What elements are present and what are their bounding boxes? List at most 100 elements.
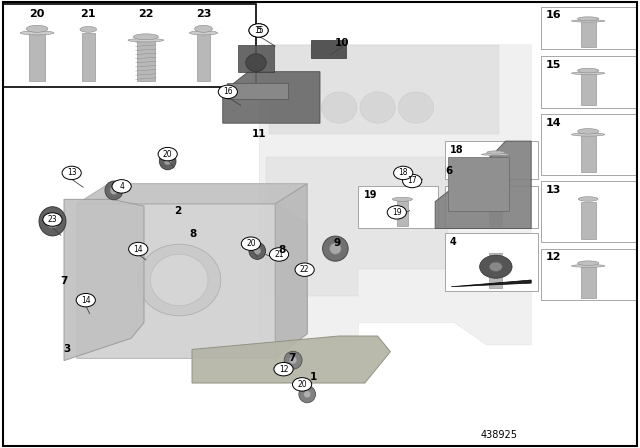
Circle shape: [76, 293, 95, 307]
Text: 6: 6: [445, 166, 453, 176]
FancyBboxPatch shape: [541, 114, 636, 175]
Text: 15: 15: [253, 26, 264, 35]
Text: 9: 9: [333, 238, 341, 248]
Text: 20: 20: [163, 150, 173, 159]
Ellipse shape: [138, 244, 221, 316]
Circle shape: [269, 248, 289, 261]
Ellipse shape: [481, 154, 510, 155]
Circle shape: [43, 213, 62, 226]
Circle shape: [387, 206, 406, 219]
Bar: [580, 266, 596, 297]
Circle shape: [295, 263, 314, 276]
Ellipse shape: [128, 39, 164, 42]
Text: 11: 11: [252, 129, 266, 139]
Text: 10: 10: [335, 38, 349, 48]
Ellipse shape: [323, 236, 348, 261]
Ellipse shape: [579, 197, 598, 201]
Text: 12: 12: [546, 252, 561, 262]
Text: 7: 7: [60, 276, 68, 286]
Ellipse shape: [39, 207, 66, 236]
Ellipse shape: [577, 17, 599, 21]
Text: 19: 19: [364, 190, 377, 199]
FancyBboxPatch shape: [445, 186, 538, 228]
Polygon shape: [77, 184, 307, 204]
Ellipse shape: [299, 386, 316, 403]
Circle shape: [112, 180, 131, 193]
Ellipse shape: [133, 34, 159, 40]
Text: 20: 20: [29, 9, 45, 19]
Bar: [397, 201, 408, 226]
Text: 16: 16: [223, 87, 233, 96]
FancyBboxPatch shape: [541, 56, 636, 108]
Text: 20: 20: [297, 380, 307, 389]
Ellipse shape: [110, 186, 118, 194]
Text: 23: 23: [196, 9, 211, 19]
Circle shape: [403, 174, 422, 188]
Circle shape: [249, 24, 268, 37]
Bar: [227, 83, 288, 99]
Ellipse shape: [159, 153, 176, 170]
Circle shape: [394, 166, 413, 180]
Bar: [448, 157, 509, 211]
Text: 18: 18: [450, 145, 463, 155]
Bar: [490, 201, 502, 226]
Text: 1: 1: [310, 372, 317, 382]
Text: 21: 21: [81, 9, 96, 19]
Text: 15: 15: [546, 60, 561, 69]
FancyBboxPatch shape: [445, 141, 538, 179]
Ellipse shape: [80, 26, 97, 32]
Text: 4: 4: [119, 182, 124, 191]
Bar: [197, 33, 210, 81]
Ellipse shape: [330, 243, 341, 254]
Polygon shape: [275, 184, 307, 358]
Bar: [137, 40, 155, 81]
Text: 20: 20: [246, 239, 256, 248]
Text: 21: 21: [275, 250, 284, 259]
Text: 2: 2: [174, 206, 182, 215]
Text: 17: 17: [450, 190, 463, 199]
Ellipse shape: [572, 265, 605, 267]
Ellipse shape: [289, 357, 297, 364]
Text: 4: 4: [450, 237, 457, 246]
Ellipse shape: [360, 92, 396, 123]
Ellipse shape: [398, 92, 434, 123]
Bar: [580, 21, 596, 47]
Ellipse shape: [20, 31, 54, 35]
Ellipse shape: [189, 31, 218, 35]
Bar: [580, 202, 596, 239]
Ellipse shape: [488, 197, 504, 200]
Ellipse shape: [304, 391, 311, 398]
Polygon shape: [435, 141, 531, 228]
Text: 13: 13: [546, 185, 561, 195]
Ellipse shape: [572, 20, 605, 22]
Ellipse shape: [577, 129, 599, 134]
Ellipse shape: [572, 133, 605, 136]
Text: 16: 16: [546, 10, 561, 20]
FancyBboxPatch shape: [541, 181, 636, 242]
Bar: [490, 155, 502, 177]
Circle shape: [292, 378, 312, 391]
Ellipse shape: [246, 54, 266, 72]
Ellipse shape: [322, 92, 357, 123]
Text: 14: 14: [81, 296, 91, 305]
Ellipse shape: [392, 197, 413, 201]
Ellipse shape: [572, 72, 605, 75]
Polygon shape: [223, 72, 320, 123]
Bar: [82, 33, 95, 81]
Text: 14: 14: [133, 245, 143, 254]
Text: 22: 22: [138, 9, 154, 19]
Ellipse shape: [195, 25, 212, 32]
Ellipse shape: [487, 151, 505, 154]
Polygon shape: [77, 204, 307, 358]
Polygon shape: [259, 45, 531, 345]
Text: 17: 17: [407, 177, 417, 185]
Text: 8: 8: [189, 229, 197, 239]
Bar: [580, 134, 596, 172]
Text: 7: 7: [288, 353, 296, 363]
Bar: [29, 33, 45, 81]
Ellipse shape: [46, 215, 59, 228]
Circle shape: [241, 237, 260, 250]
Ellipse shape: [105, 181, 123, 200]
Text: 8: 8: [278, 245, 285, 255]
Text: 23: 23: [47, 215, 58, 224]
